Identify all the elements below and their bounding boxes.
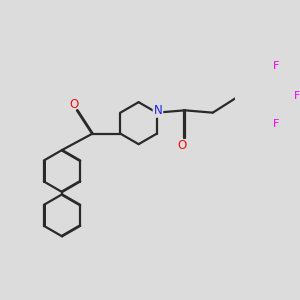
Text: F: F bbox=[294, 91, 300, 101]
Text: O: O bbox=[69, 98, 78, 111]
Text: N: N bbox=[154, 104, 162, 117]
Text: F: F bbox=[273, 61, 279, 71]
Text: O: O bbox=[178, 139, 187, 152]
Text: F: F bbox=[273, 119, 279, 129]
